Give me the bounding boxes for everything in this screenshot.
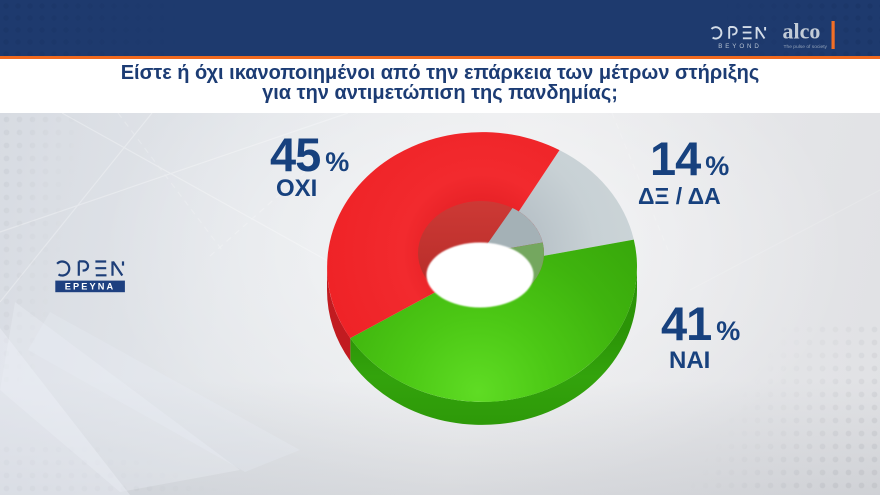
- svg-text:BEYOND: BEYOND: [718, 43, 762, 50]
- svg-text:alco: alco: [783, 19, 821, 44]
- svg-text:The pulse of society: The pulse of society: [784, 44, 828, 50]
- svg-text:ΕΡΕΥΝΑ: ΕΡΕΥΝΑ: [65, 282, 115, 292]
